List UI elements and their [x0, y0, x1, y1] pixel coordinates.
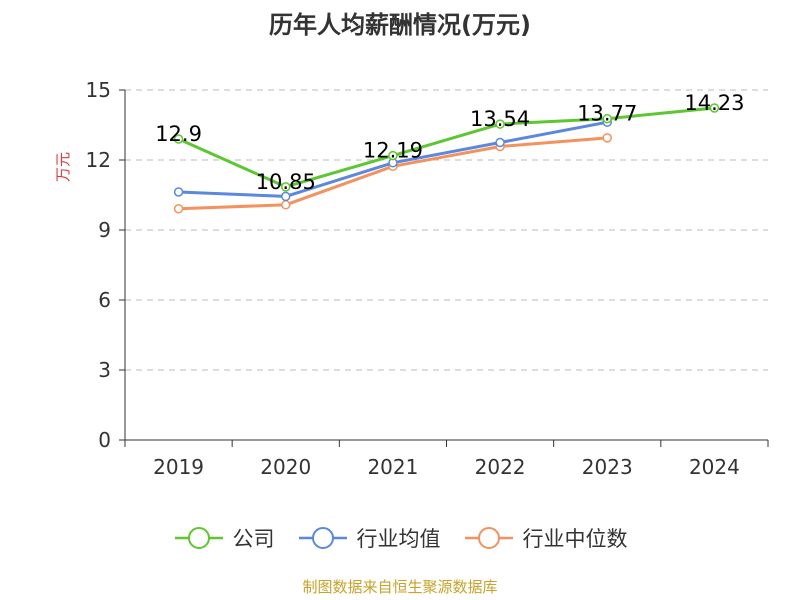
y-tick-label: 0: [98, 428, 111, 452]
y-tick-label: 3: [98, 358, 111, 382]
y-tick-label: 12: [86, 148, 111, 172]
grid-lines: [125, 89, 768, 371]
legend-item-2[interactable]: 行业中位数: [463, 523, 628, 553]
data-point: [495, 137, 505, 148]
data-label: 13.77: [577, 102, 637, 126]
data-point: [388, 150, 398, 161]
data-point: [173, 187, 184, 197]
x-tick-label: 2024: [689, 455, 740, 479]
data-label: 13.54: [470, 107, 530, 131]
data-point: [281, 200, 291, 210]
series-line-0: [177, 106, 715, 189]
data-point: [173, 204, 184, 214]
x-tick-label: 2022: [475, 455, 526, 479]
legend-marker-icon: [298, 527, 347, 549]
data-point: [173, 134, 184, 144]
x-tick-label: 2023: [582, 455, 633, 479]
data-point: [709, 103, 720, 113]
legend-label: 行业均值: [356, 527, 441, 551]
legend-label: 公司: [232, 527, 275, 551]
data-point: [602, 133, 612, 143]
x-tick-label: 2021: [367, 455, 418, 479]
data-point: [281, 182, 291, 192]
data-labels: 12.9 10.85 12.19 13.54 13.77 14.23: [155, 91, 744, 194]
data-label: 10.85: [256, 170, 316, 194]
legend-marker-icon: [464, 527, 513, 549]
y-tick-label: 9: [98, 218, 111, 242]
legend-item-1[interactable]: 行业均值: [297, 523, 441, 553]
data-label: 12.19: [363, 139, 423, 163]
legend: 公司 行业均值 行业中位数: [0, 518, 800, 558]
data-point: [602, 113, 612, 124]
y-tick-label: 15: [86, 78, 111, 102]
y-axis-label: 万元: [54, 152, 72, 182]
x-tick-label: 2019: [153, 455, 204, 479]
chart-title: 历年人均薪酬情况(万元): [269, 11, 531, 39]
legend-label: 行业中位数: [522, 527, 628, 551]
data-label: 12.9: [155, 122, 202, 146]
series-lines: [173, 103, 720, 214]
data-label: 14.23: [684, 91, 744, 115]
data-point: [281, 191, 291, 202]
legend-marker-icon: [174, 527, 223, 549]
x-tick-label: 2020: [260, 455, 311, 479]
legend-item-0[interactable]: 公司: [173, 523, 275, 553]
axes: 0 3 6 9 12 15 2019 2020 2021 2022 2023 2024 万元: [54, 78, 769, 479]
data-point: [495, 119, 505, 129]
source-note: 制图数据来自恒生聚源数据库: [302, 578, 498, 596]
y-tick-label: 6: [98, 288, 111, 312]
